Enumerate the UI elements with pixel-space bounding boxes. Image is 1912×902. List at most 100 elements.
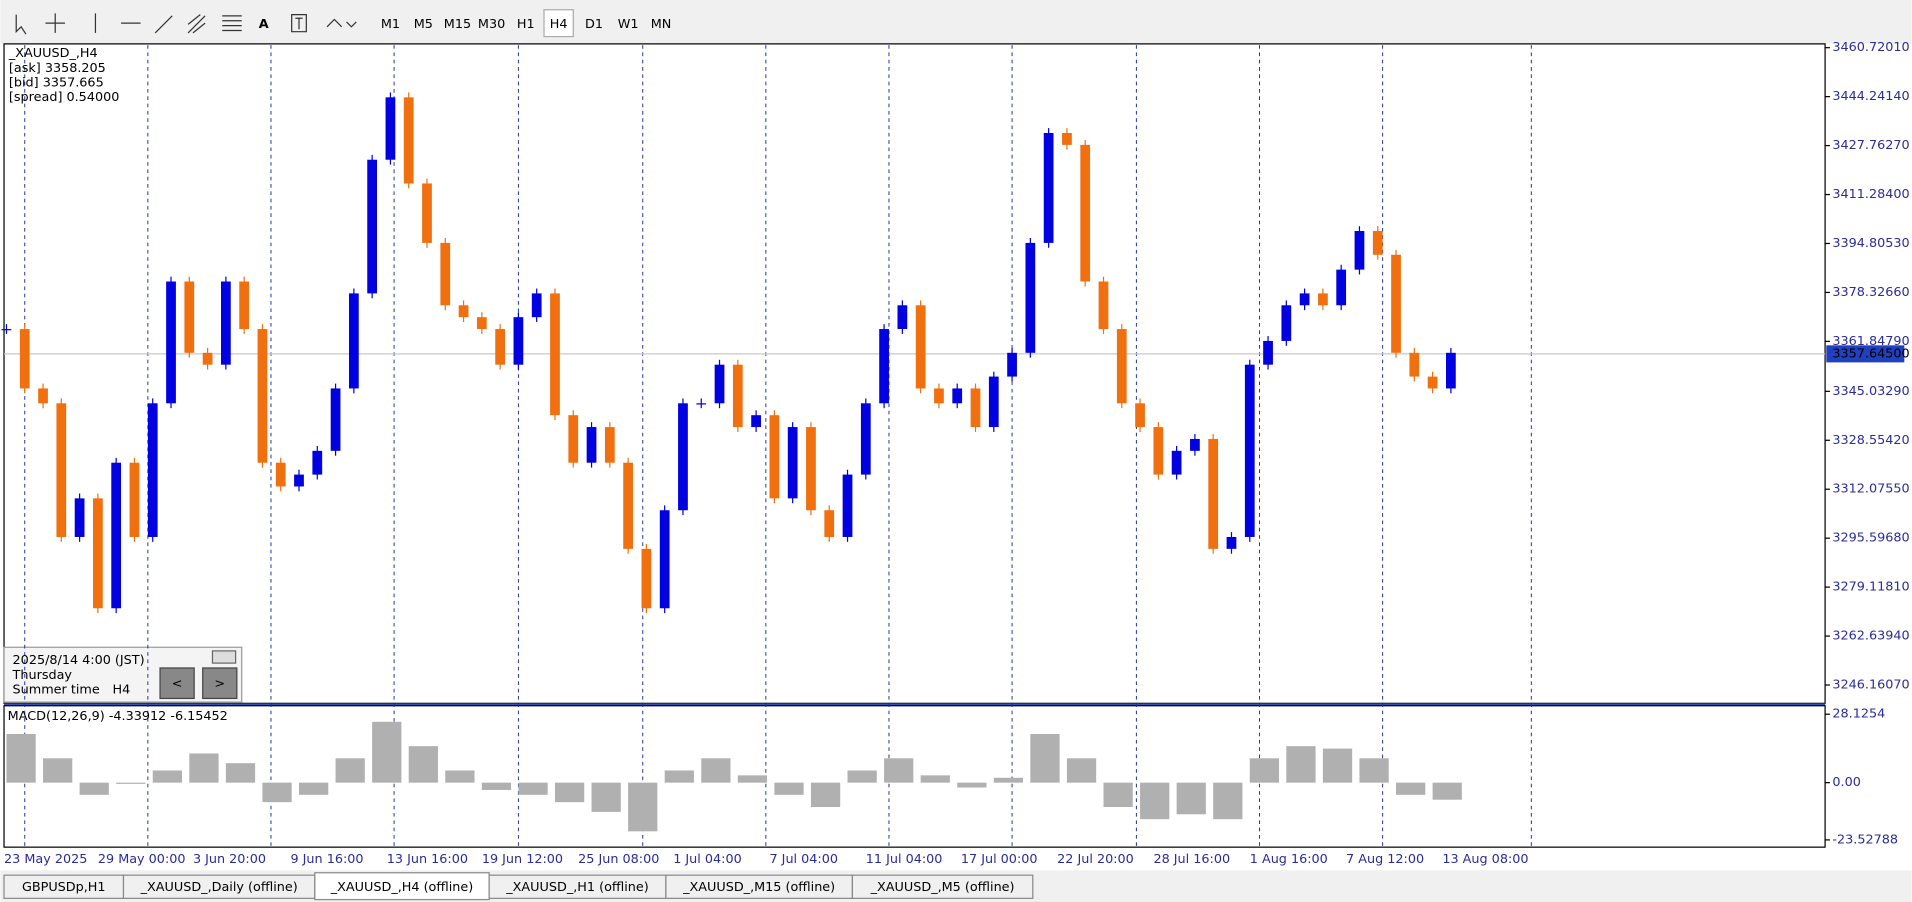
candle (623, 462, 633, 549)
time-box-text: Thursday (12, 668, 73, 683)
candle (495, 329, 505, 365)
candle (879, 329, 889, 404)
timeframe-button[interactable]: M30 (478, 17, 505, 32)
channel-tool[interactable] (187, 14, 206, 34)
macd-bar (335, 758, 365, 783)
tab-label[interactable]: _XAUUSD_,M5 (offline) (870, 880, 1015, 895)
macd-bar (554, 782, 585, 803)
candle (330, 388, 341, 451)
candle (769, 415, 780, 499)
candle (275, 462, 286, 487)
tab[interactable] (851, 874, 1034, 899)
macd-bar (1249, 758, 1280, 783)
crosshair-tool[interactable] (45, 13, 65, 33)
candle (1098, 281, 1109, 330)
timeframe-button[interactable]: M15 (444, 17, 471, 32)
candle (294, 474, 304, 487)
macd-bar (1213, 782, 1243, 820)
tab-label[interactable]: _XAUUSD_,H4 (offline) (330, 880, 473, 895)
next-button[interactable] (202, 667, 238, 700)
time-box-text: 2025/8/14 4:00 (JST) (13, 653, 145, 668)
timeframe-button[interactable]: M1 (381, 17, 400, 32)
tab-label[interactable]: GBPUSDp,H1 (22, 880, 106, 895)
cursor-tool[interactable] (15, 14, 27, 35)
tab-label[interactable]: _XAUUSD_,H1 (offline) (505, 880, 648, 895)
time-box-minimize[interactable] (211, 650, 237, 664)
candle (934, 388, 944, 404)
macd-bar (737, 775, 768, 783)
candle (641, 548, 652, 609)
text-tool[interactable]: A (259, 17, 269, 32)
next-label[interactable]: > (214, 676, 225, 691)
macd-bar (774, 782, 804, 795)
candle (1336, 269, 1347, 306)
arrow-tool[interactable] (326, 18, 357, 28)
timeframe-button[interactable]: M5 (414, 17, 433, 32)
current-price-tag (1826, 345, 1905, 363)
y-tick-label: 3444.24140 (1832, 89, 1909, 104)
x-tick-label: 1 Jul 04:00 (673, 852, 742, 867)
timeframe-button[interactable]: D1 (585, 17, 603, 32)
candle (220, 281, 231, 365)
x-tick-label: 25 Jun 08:00 (578, 852, 659, 867)
timeframe-button[interactable]: MN (651, 17, 672, 32)
candle (1409, 352, 1420, 377)
fibo-tool[interactable] (222, 15, 242, 32)
label-tool[interactable] (291, 14, 307, 33)
candle (732, 364, 743, 428)
timeframe-button[interactable]: W1 (618, 17, 639, 32)
candle (93, 498, 103, 609)
candle (531, 293, 542, 318)
tab-label[interactable]: _XAUUSD_,Daily (offline) (140, 880, 298, 895)
candle (806, 427, 816, 511)
candle (915, 305, 926, 389)
candle (1062, 132, 1072, 145)
candle (1263, 340, 1273, 365)
macd-bar (408, 746, 438, 783)
candle (1190, 438, 1200, 451)
x-tick-label: 29 May 00:00 (98, 852, 186, 867)
candle (678, 403, 688, 511)
candle (568, 415, 579, 463)
candle (1372, 231, 1383, 255)
prev-button[interactable] (159, 667, 195, 700)
candle (202, 352, 213, 365)
macd-bar (1432, 782, 1462, 800)
candle (824, 510, 835, 537)
candle (19, 329, 30, 389)
macd-bar (445, 770, 475, 783)
macd-bar (43, 758, 73, 783)
y-tick-label: 3394.80530 (1832, 236, 1909, 251)
macd-bar (225, 763, 256, 783)
candle (1354, 231, 1365, 270)
candle (166, 281, 176, 404)
candle (696, 403, 707, 405)
candle (714, 364, 725, 404)
candle (403, 97, 414, 184)
candle (367, 159, 378, 294)
macd-bar (262, 782, 292, 803)
x-tick-label: 28 Jul 16:00 (1153, 852, 1230, 867)
tab[interactable] (314, 872, 490, 901)
candle (1427, 376, 1438, 389)
candle (1, 329, 12, 331)
tab-label[interactable]: _XAUUSD_,M15 (offline) (682, 880, 835, 895)
quote-info: [bid] 3357.665 (9, 75, 104, 90)
trendline-tool[interactable] (154, 15, 173, 34)
y-tick-label: 3328.55420 (1832, 433, 1909, 448)
macd-bar (591, 782, 621, 812)
macd-bar (1176, 782, 1206, 815)
timeframe-button[interactable]: H1 (517, 17, 535, 32)
timeframe-button[interactable]: H4 (550, 17, 568, 32)
candle (586, 427, 597, 463)
prev-label[interactable]: < (172, 676, 183, 691)
candle (952, 388, 963, 404)
candle (184, 281, 195, 353)
candle (1281, 305, 1292, 341)
x-tick-label: 7 Jul 04:00 (770, 852, 839, 867)
macd-bar (1030, 733, 1060, 783)
candle (1244, 364, 1255, 537)
candle (1299, 293, 1310, 306)
candle (1171, 450, 1182, 475)
